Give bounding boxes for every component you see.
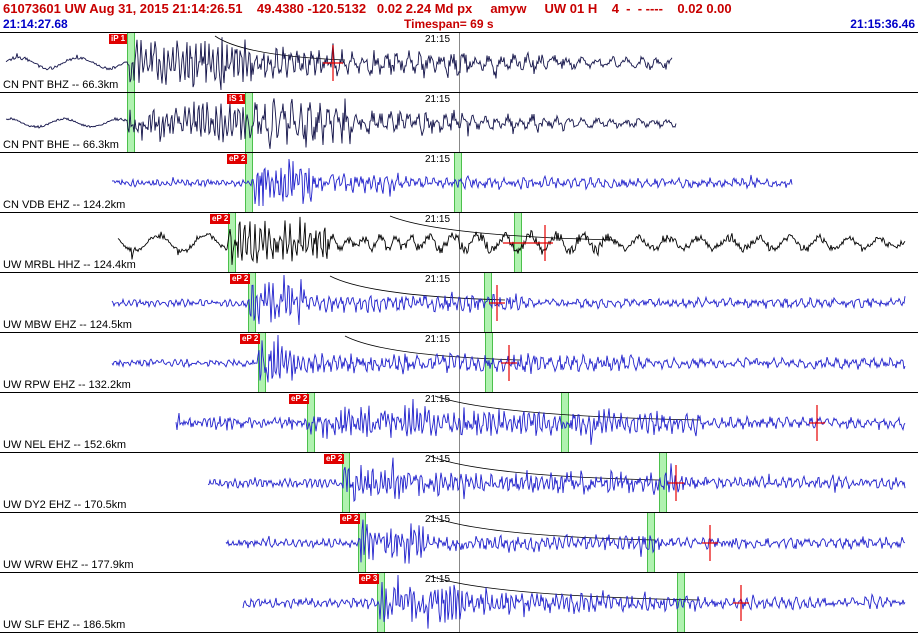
- station-label: CN VDB EHZ -- 124.2km: [3, 199, 126, 211]
- trace-panel-uw-slf-ehz[interactable]: 21:15 eP 3 UW SLF EHZ -- 186.5km: [0, 572, 918, 632]
- coda-decay-curve: [429, 575, 701, 601]
- minute-tick-line: [459, 393, 460, 452]
- minute-tick-line: [459, 33, 460, 92]
- trace-panel-cn-vdb-ehz[interactable]: 21:15 eP 2 CN VDB EHZ -- 124.2km: [0, 152, 918, 212]
- trace-stack: 21:15 iP 1 CN PNT BHZ -- 66.3km 21:15 iS 1 CN…: [0, 32, 918, 633]
- seismogram-waveform: [242, 574, 906, 629]
- waveform-plot[interactable]: [0, 153, 918, 212]
- pick-label[interactable]: eP 2: [240, 334, 261, 344]
- trace-panel-cn-pnt-bhz[interactable]: 21:15 iP 1 CN PNT BHZ -- 66.3km: [0, 32, 918, 92]
- trace-panel-uw-mrbl-hhz[interactable]: 21:15 eP 2 UW MRBL HHZ -- 124.4km: [0, 212, 918, 272]
- duration-marker[interactable]: [489, 285, 505, 321]
- seismogram-waveform: [5, 98, 677, 149]
- pick-band[interactable]: [561, 393, 569, 452]
- pick-label[interactable]: iP 1: [109, 34, 128, 44]
- station-label: UW MRBL HHZ -- 124.4km: [3, 259, 136, 271]
- duration-marker[interactable]: [501, 345, 517, 381]
- pick-label[interactable]: eP 2: [324, 454, 345, 464]
- seismogram-waveform: [5, 37, 673, 91]
- minute-tick-line: [459, 513, 460, 572]
- station-label: UW MBW EHZ -- 124.5km: [3, 319, 132, 331]
- event-summary-line: 61073601 UW Aug 31, 2015 21:14:26.51 49.…: [3, 1, 732, 16]
- station-label: UW RPW EHZ -- 132.2km: [3, 379, 131, 391]
- waveform-plot[interactable]: [0, 453, 918, 512]
- coda-decay-curve: [329, 275, 506, 301]
- trace-panel-cn-pnt-bhe[interactable]: 21:15 iS 1 CN PNT BHE -- 66.3km: [0, 92, 918, 152]
- station-label: UW NEL EHZ -- 152.6km: [3, 439, 127, 451]
- minute-label: 21:15: [425, 334, 451, 345]
- station-label: UW DY2 EHZ -- 170.5km: [3, 499, 127, 511]
- trace-panel-uw-mbw-ehz[interactable]: 21:15 eP 2 UW MBW EHZ -- 124.5km: [0, 272, 918, 332]
- seismogram-waveform: [225, 519, 906, 564]
- station-label: CN PNT BHZ -- 66.3km: [3, 79, 119, 91]
- pick-label[interactable]: eP 2: [230, 274, 251, 284]
- duration-marker[interactable]: [503, 225, 553, 261]
- minute-tick-line: [459, 273, 460, 332]
- time-range-bar: 21:14:27.68 Timespan= 69 s 21:15:36.46: [0, 17, 918, 32]
- minute-label: 21:15: [425, 214, 451, 225]
- window-start-time: 21:14:27.68: [3, 17, 68, 31]
- pick-label[interactable]: eP 3: [359, 574, 380, 584]
- waveform-plot[interactable]: [0, 393, 918, 452]
- duration-marker[interactable]: [733, 585, 749, 621]
- waveform-plot[interactable]: [0, 573, 918, 632]
- waveform-plot[interactable]: [0, 213, 918, 272]
- seismogram-waveform: [117, 216, 906, 265]
- window-end-time: 21:15:36.46: [850, 17, 915, 31]
- station-label: UW WRW EHZ -- 177.9km: [3, 559, 134, 571]
- minute-label: 21:15: [425, 274, 451, 285]
- pick-band[interactable]: [245, 93, 253, 152]
- duration-marker[interactable]: [702, 525, 718, 561]
- coda-decay-curve: [344, 335, 521, 361]
- coda-decay-curve: [429, 515, 656, 541]
- trace-panel-uw-nel-ehz[interactable]: 21:15 eP 2 UW NEL EHZ -- 152.6km: [0, 392, 918, 452]
- duration-marker[interactable]: [323, 45, 343, 81]
- waveform-plot[interactable]: [0, 333, 918, 392]
- station-label: CN PNT BHE -- 66.3km: [3, 139, 119, 151]
- duration-marker[interactable]: [668, 465, 684, 501]
- seismogram-waveform: [111, 158, 793, 207]
- timespan-label: Timespan= 69 s: [404, 17, 494, 31]
- station-label: UW SLF EHZ -- 186.5km: [3, 619, 126, 631]
- duration-marker[interactable]: [809, 405, 825, 441]
- trace-panel-uw-rpw-ehz[interactable]: 21:15 eP 2 UW RPW EHZ -- 132.2km: [0, 332, 918, 392]
- seismogram-waveform: [175, 398, 906, 445]
- trace-panel-uw-dy2-ehz[interactable]: 21:15 eP 2 UW DY2 EHZ -- 170.5km: [0, 452, 918, 512]
- waveform-plot[interactable]: [0, 513, 918, 572]
- waveform-plot[interactable]: [0, 33, 918, 92]
- waveform-plot[interactable]: [0, 93, 918, 152]
- seismogram-waveform: [207, 457, 906, 503]
- minute-label: 21:15: [425, 154, 451, 165]
- minute-label: 21:15: [425, 394, 451, 405]
- pick-label[interactable]: eP 2: [210, 214, 231, 224]
- minute-tick-line: [459, 93, 460, 152]
- pick-label[interactable]: eP 2: [227, 154, 248, 164]
- minute-label: 21:15: [425, 454, 451, 465]
- minute-label: 21:15: [425, 94, 451, 105]
- minute-label: 21:15: [425, 34, 451, 45]
- coda-decay-curve: [389, 215, 616, 241]
- minute-tick-line: [459, 573, 460, 632]
- minute-label: 21:15: [425, 574, 451, 585]
- waveform-plot[interactable]: [0, 273, 918, 332]
- trace-panel-uw-wrw-ehz[interactable]: 21:15 eP 2 UW WRW EHZ -- 177.9km: [0, 512, 918, 572]
- pick-band[interactable]: [258, 333, 266, 392]
- minute-label: 21:15: [425, 514, 451, 525]
- pick-label[interactable]: eP 2: [289, 394, 310, 404]
- seismogram-waveform: [111, 274, 906, 326]
- pick-label[interactable]: iS 1: [227, 94, 246, 104]
- pick-label[interactable]: eP 2: [340, 514, 361, 524]
